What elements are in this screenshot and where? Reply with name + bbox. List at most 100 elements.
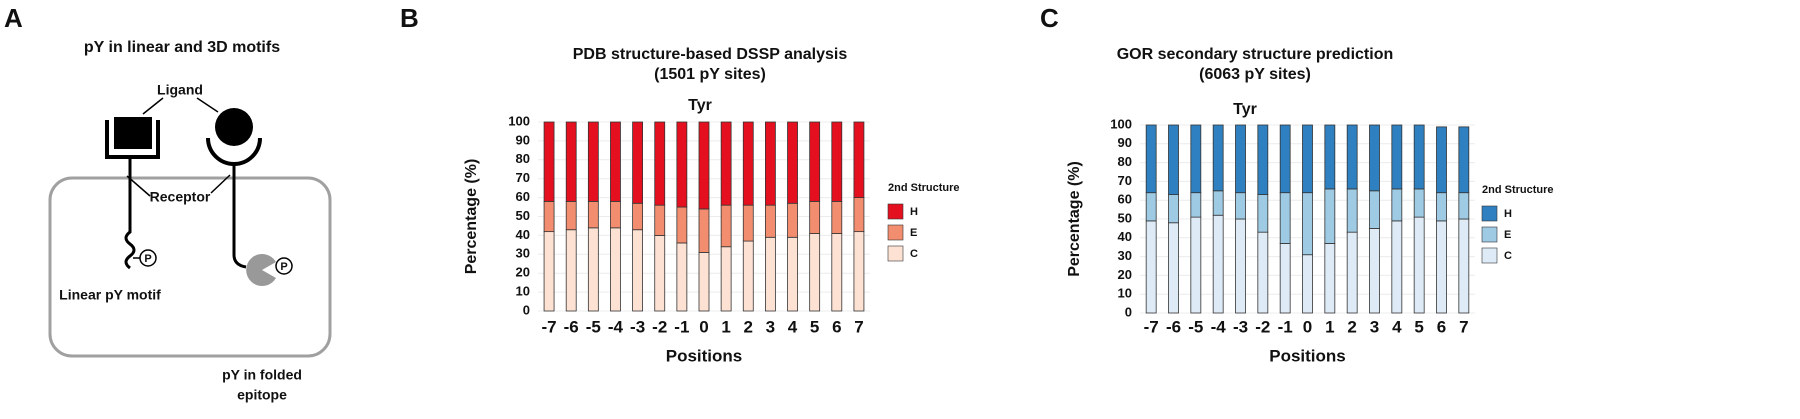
legend-title: 2nd Structure (888, 182, 960, 194)
y-tick-label: 90 (516, 132, 530, 147)
x-tick-label: -6 (564, 317, 579, 336)
x-tick-label: -5 (586, 317, 601, 336)
x-tick-label: -7 (1144, 317, 1159, 336)
y-axis-label: Percentage (%) (463, 159, 480, 275)
bar-segment (565, 200, 577, 231)
x-tick-label: 2 (744, 317, 753, 336)
y-tick-label: 40 (1118, 229, 1132, 244)
y-tick-label: 10 (1118, 286, 1132, 301)
bar-segment (1302, 254, 1313, 314)
bar-segment (1436, 220, 1447, 314)
bar-segment (765, 204, 776, 238)
x-tick-label: -1 (674, 317, 689, 336)
bar-segment (587, 121, 599, 202)
bar-segment (1190, 216, 1202, 314)
bar-segment (787, 236, 798, 312)
bar-segment (1212, 190, 1224, 216)
x-tick-label: -2 (652, 317, 667, 336)
x-tick-label: 5 (810, 317, 819, 336)
bar-segment (676, 206, 688, 244)
bar-segment (1190, 192, 1202, 218)
bar-segment (1324, 243, 1336, 314)
bar-segment (1391, 188, 1403, 222)
y-tick-label: 80 (516, 151, 530, 166)
y-tick-label: 50 (516, 208, 530, 223)
bar-segment (720, 121, 732, 206)
phospho-label: P (280, 261, 287, 273)
bar-segment (698, 121, 710, 210)
bar-segment (853, 121, 865, 198)
bar-segment (1458, 218, 1470, 314)
bar-segment (543, 231, 555, 312)
legend-swatch (1481, 205, 1498, 222)
ligand-label: Ligand (157, 82, 203, 98)
bar-segment (720, 204, 732, 248)
bar-segment (1279, 243, 1291, 314)
y-tick-label: 0 (523, 302, 530, 317)
chart-subtitle: (6063 pY sites) (1199, 66, 1311, 83)
y-tick-label: 20 (516, 265, 530, 280)
pointer (196, 97, 219, 113)
y-tick-label: 60 (1118, 192, 1132, 207)
y-tick-label: 30 (1118, 248, 1132, 263)
bar-segment (742, 121, 754, 206)
y-tick-label: 60 (516, 189, 530, 204)
bar-segment (1145, 124, 1157, 194)
bar-segment (1190, 124, 1202, 194)
bar-segment (809, 121, 821, 202)
y-tick-label: 70 (516, 170, 530, 185)
phospho-circle (275, 257, 293, 275)
x-tick-label: 3 (766, 317, 775, 336)
ligand-square (114, 117, 152, 149)
bar-segment (1212, 214, 1224, 314)
panel-label: C (1040, 3, 1059, 33)
bar-segment (831, 233, 843, 312)
bar-segment (610, 121, 621, 202)
receptor-label: Receptor (150, 189, 211, 205)
x-tick-label: -4 (1211, 317, 1227, 336)
legend-swatch (887, 245, 904, 262)
bar-segment (1279, 124, 1291, 194)
bar-segment (1145, 192, 1157, 222)
y-tick-label: 80 (1118, 154, 1132, 169)
bar-segment (1257, 231, 1269, 314)
bar-segment (1391, 220, 1403, 314)
bar-segment (1413, 216, 1425, 314)
y-tick-label: 100 (508, 113, 530, 128)
bar-segment (720, 246, 732, 312)
legend-swatch (887, 224, 904, 241)
bar-segment (543, 121, 555, 202)
receptor-stem (232, 164, 247, 269)
annotation: Tyr (688, 97, 712, 114)
x-tick-label: -6 (1166, 317, 1181, 336)
bar-segment (1235, 218, 1246, 314)
y-tick-label: 40 (516, 227, 530, 242)
legend-label: C (1504, 250, 1512, 262)
bar-segment (853, 197, 865, 233)
panel-label: A (4, 3, 23, 33)
x-tick-label: -2 (1255, 317, 1270, 336)
bar-segment (1324, 188, 1336, 244)
phospho-label: P (144, 253, 151, 265)
x-axis-label: Positions (666, 346, 743, 365)
bar-segment (1279, 192, 1291, 244)
cell-membrane (48, 176, 332, 358)
bar-segment (587, 200, 599, 229)
bar-segment (1257, 194, 1269, 233)
bar-segment (809, 233, 821, 312)
panel-label: B (400, 3, 419, 33)
legend-label: E (910, 227, 917, 239)
bar-segment (1369, 227, 1380, 314)
x-tick-label: 2 (1347, 317, 1356, 336)
bar-segment (1458, 126, 1470, 194)
bar-segment (765, 236, 776, 312)
legend-label: C (910, 248, 918, 260)
y-tick-label: 10 (516, 284, 530, 299)
bar-segment (1346, 231, 1358, 314)
y-tick-label: 50 (1118, 210, 1132, 225)
bar-segment (654, 204, 666, 236)
bar-segment (610, 227, 621, 312)
bar-segment (1302, 124, 1313, 194)
bar-segment (809, 200, 821, 234)
